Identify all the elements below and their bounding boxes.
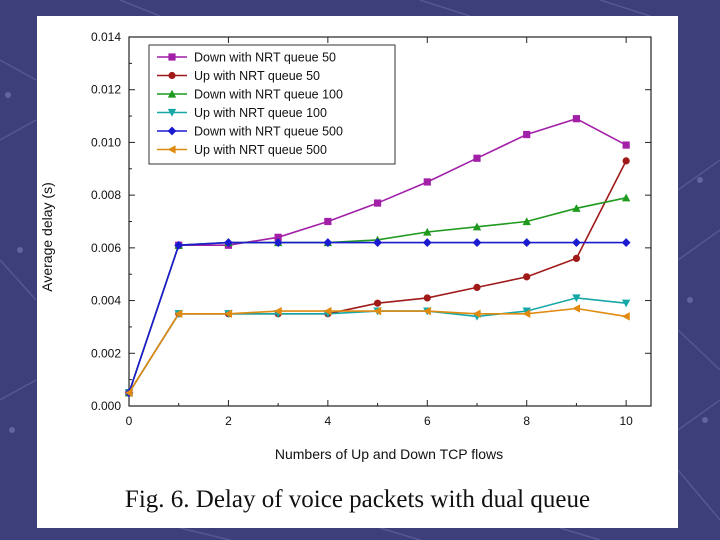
series-1-point	[423, 178, 431, 186]
series-4-point	[621, 299, 631, 308]
series-5-point	[621, 238, 631, 247]
x-tick-label: 8	[523, 414, 530, 428]
legend-label: Down with NRT queue 500	[194, 125, 343, 139]
series-6-point	[423, 306, 431, 316]
y-tick-label: 0.008	[91, 188, 121, 202]
plot-area: 0.000 0.002 0.004 0.006 0.008 0.010 0.012 0.014…	[91, 30, 652, 428]
series-3-line	[128, 197, 627, 394]
series-6-point	[522, 309, 531, 318]
series-6-point	[373, 306, 382, 316]
legend-marker	[167, 126, 177, 136]
series-2	[125, 157, 630, 397]
series-6-point	[124, 388, 133, 398]
series-3-point	[423, 227, 432, 236]
series-5-point	[522, 238, 532, 247]
legend-label: Up with NRT queue 100	[194, 106, 327, 120]
series-2-point	[572, 254, 581, 262]
series-6-point	[174, 309, 183, 318]
series-3-point	[621, 193, 631, 202]
legend-label: Down with NRT queue 100	[194, 88, 343, 102]
y-tick-label: 0.012	[91, 83, 121, 97]
series-6-point	[273, 306, 282, 316]
series-1-point	[274, 233, 282, 241]
series-5-point	[174, 240, 184, 250]
series-6-point	[621, 312, 630, 321]
x-axis-label: Numbers of Up and Down TCP flows	[275, 446, 503, 462]
legend-marker	[167, 145, 176, 154]
y-tick-label: 0.010	[91, 135, 121, 149]
legend-label: Up with NRT queue 50	[194, 69, 320, 83]
chart: 0.000 0.002 0.004 0.006 0.008 0.010 0.012 0.014…	[39, 30, 652, 462]
legend-marker	[167, 89, 177, 98]
series-5	[124, 238, 631, 398]
x-tick-label: 10	[619, 414, 633, 428]
figure-panel: 0.000 0.002 0.004 0.006 0.008 0.010 0.012 0.014…	[37, 16, 678, 528]
y-tick-label: 0.002	[91, 346, 121, 360]
series-2-point	[622, 157, 630, 165]
series-4-point	[522, 307, 531, 316]
y-tick-label: 0.000	[91, 399, 121, 413]
y-tick-label: 0.006	[91, 241, 121, 255]
series-3-point	[472, 222, 482, 231]
series-1-point	[324, 217, 332, 226]
series-1-point	[373, 199, 382, 207]
series-1-point	[523, 130, 531, 139]
legend-box	[148, 44, 396, 165]
legend-marker	[168, 71, 176, 80]
legend-label: Up with NRT queue 500	[194, 143, 327, 157]
y-tick-label: 0.014	[91, 30, 121, 44]
y-axis-label: Average delay (s)	[39, 182, 55, 291]
legend-marker	[168, 53, 176, 61]
series-5-point	[572, 238, 581, 247]
series-1-point	[473, 154, 481, 162]
y-tick-label: 0.004	[91, 294, 121, 308]
x-tick-label: 0	[126, 414, 133, 428]
series-2-point	[523, 273, 531, 281]
series-6	[124, 304, 630, 398]
series-5-point	[273, 238, 283, 247]
x-tick-label: 6	[424, 414, 431, 428]
series-3-point	[572, 204, 581, 212]
series-6-point	[472, 309, 481, 318]
series-6-point	[224, 309, 233, 318]
legend: Down with NRT queue 50 Up with NRT queue …	[148, 44, 396, 165]
legend-label: Down with NRT queue 50	[194, 51, 336, 65]
series-5-point	[422, 238, 432, 247]
series-3	[124, 193, 631, 397]
series-2-point	[423, 294, 431, 302]
figure-caption: Fig. 6. Delay of voice packets with dual…	[124, 486, 591, 513]
series-6-point	[572, 304, 581, 313]
series-2-point	[473, 283, 481, 291]
series-5-line	[128, 241, 627, 394]
series-6-point	[323, 306, 332, 316]
series-3-point	[522, 217, 531, 226]
series-1-point	[622, 141, 630, 149]
series-5-point	[472, 238, 482, 247]
series-6-line	[128, 307, 627, 394]
series-5-point	[323, 238, 333, 247]
legend-marker	[167, 108, 177, 117]
series-5-point	[373, 238, 382, 247]
series-2-line	[128, 160, 627, 394]
series-5-point	[224, 238, 233, 247]
series-2-point	[373, 299, 382, 307]
series-4-point	[572, 294, 581, 303]
series-1-point	[572, 115, 581, 123]
x-tick-label: 2	[225, 414, 232, 428]
x-tick-label: 4	[325, 414, 332, 428]
